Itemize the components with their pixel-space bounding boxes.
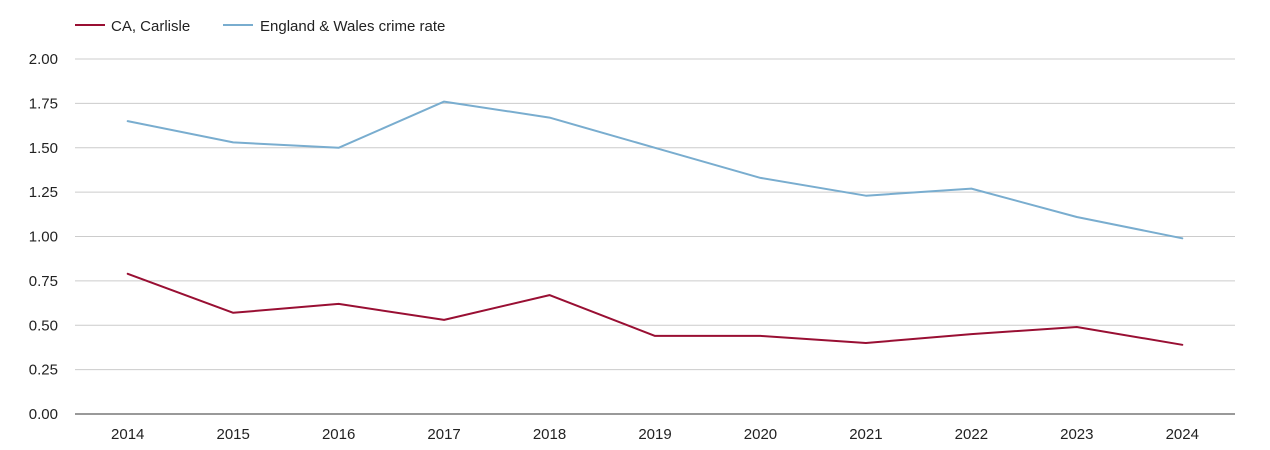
series-line-carlisle <box>126 272 1184 346</box>
series-line-england-wales <box>126 100 1184 240</box>
y-tick-label: 0.75 <box>29 273 58 290</box>
series-layer <box>126 100 1184 346</box>
x-axis-ticks: 2014 2015 2016 2017 2018 2019 2020 2021 2022 2023… <box>111 426 1199 443</box>
legend-item-carlisle[interactable]: CA, Carlisle <box>75 18 190 35</box>
x-tick-label: 2020 <box>744 426 777 443</box>
y-axis-ticks: 0.00 0.25 0.50 0.75 1.00 1.25 1.50 1.75 2.00 <box>29 51 58 423</box>
x-tick-label: 2014 <box>111 426 144 443</box>
x-tick-label: 2023 <box>1060 426 1093 443</box>
x-tick-label: 2017 <box>427 426 460 443</box>
legend-label-carlisle: CA, Carlisle <box>111 18 190 35</box>
x-tick-label: 2021 <box>849 426 882 443</box>
y-tick-label: 0.50 <box>29 317 58 334</box>
legend: CA, Carlisle England & Wales crime rate <box>75 18 445 35</box>
y-tick-label: 2.00 <box>29 51 58 68</box>
x-tick-label: 2022 <box>955 426 988 443</box>
x-tick-label: 2016 <box>322 426 355 443</box>
y-tick-label: 0.00 <box>29 406 58 423</box>
x-tick-label: 2018 <box>533 426 566 443</box>
y-tick-label: 1.75 <box>29 95 58 112</box>
y-tick-label: 1.00 <box>29 229 58 246</box>
gridlines <box>75 58 1235 371</box>
x-tick-label: 2015 <box>216 426 249 443</box>
y-tick-label: 1.50 <box>29 140 58 157</box>
y-tick-label: 1.25 <box>29 184 58 201</box>
legend-item-england-wales[interactable]: England & Wales crime rate <box>223 18 445 35</box>
y-tick-label: 0.25 <box>29 362 58 379</box>
legend-label-england-wales: England & Wales crime rate <box>260 18 445 35</box>
x-tick-label: 2024 <box>1166 426 1199 443</box>
x-tick-label: 2019 <box>638 426 671 443</box>
